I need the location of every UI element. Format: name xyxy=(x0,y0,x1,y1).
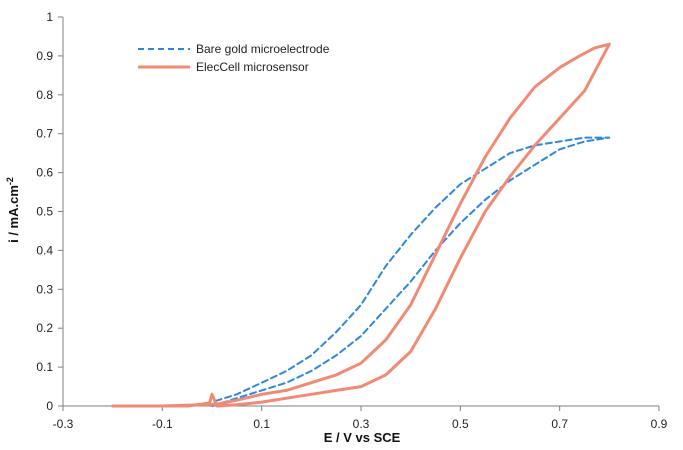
plot-series xyxy=(111,42,611,408)
y-tick-label: 1 xyxy=(46,10,53,24)
y-axis-title-main: i / mA.cm xyxy=(6,185,21,243)
y-tick-label: 0.6 xyxy=(36,166,53,180)
x-axis-title: E / V vs SCE xyxy=(324,430,401,445)
y-axis-title-superscript: -2 xyxy=(5,177,15,185)
x-tick-label: 0.9 xyxy=(651,417,668,431)
series-line-bare-gold xyxy=(211,136,611,407)
x-tick-label: 0.7 xyxy=(551,417,568,431)
tick-labels: 0 0.1 0.2 0.3 0.4 0.5 0.6 0.7 0.8 0.9 1 -0.3 -0.1 0.1… xyxy=(36,10,667,431)
axes xyxy=(58,16,660,411)
x-tick-label: 0.1 xyxy=(253,417,270,431)
x-tick-label: 0.3 xyxy=(353,417,370,431)
y-tick-label: 0.4 xyxy=(36,243,53,257)
y-tick-label: 0.3 xyxy=(36,282,53,296)
y-tick-label: 0.7 xyxy=(36,127,53,141)
y-tick-label: 0.8 xyxy=(36,88,53,102)
y-tick-label: 0.9 xyxy=(36,49,53,63)
x-tick-label: -0.3 xyxy=(53,417,74,431)
x-tick-label: -0.1 xyxy=(152,417,173,431)
y-tick-label: 0 xyxy=(46,399,53,413)
y-tick-label: 0.5 xyxy=(36,205,53,219)
legend-label-eleccell: ElecCell microsensor xyxy=(196,60,309,74)
y-axis-title: i / mA.cm-2 xyxy=(5,177,21,243)
series-line-eleccell xyxy=(111,42,611,408)
y-tick-label: 0.1 xyxy=(36,360,53,374)
legend: Bare gold microelectrode ElecCell micros… xyxy=(138,42,330,74)
legend-label-bare-gold: Bare gold microelectrode xyxy=(196,42,330,56)
y-tick-label: 0.2 xyxy=(36,321,53,335)
x-tick-label: 0.5 xyxy=(452,417,469,431)
